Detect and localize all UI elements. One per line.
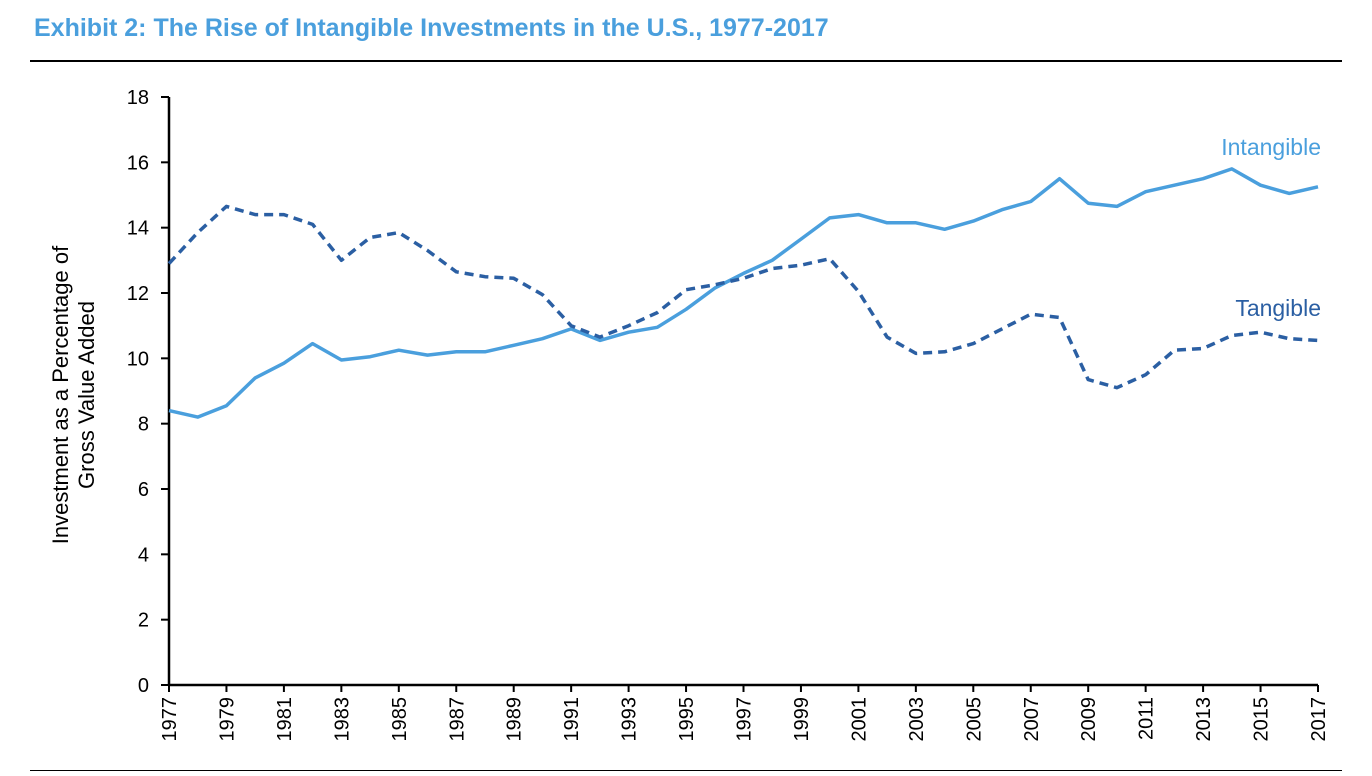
y-tick-label: 0 [138, 675, 149, 697]
x-tick-label: 1985 [389, 697, 411, 742]
x-tick-label: 1991 [561, 697, 583, 742]
x-tick-label: 2007 [1021, 697, 1043, 742]
x-tick-label: 2009 [1078, 697, 1100, 742]
title-divider [30, 60, 1342, 62]
x-tick-label: 1979 [216, 697, 238, 742]
y-axis: 0 2 4 6 8 10 12 14 16 18 [127, 87, 171, 697]
series-line-intangible [168, 167, 1319, 419]
y-tick-label: 16 [127, 152, 149, 174]
x-tick-label: 1995 [676, 697, 698, 742]
x-tick-label: 1989 [504, 697, 526, 742]
y-tick-label: 14 [127, 218, 149, 240]
x-tick-label: 2001 [848, 697, 870, 742]
x-tick-label: 2005 [963, 697, 985, 742]
page-title: Exhibit 2: The Rise of Intangible Invest… [34, 14, 829, 42]
y-tick-label: 2 [138, 610, 149, 632]
x-tick-label: 2011 [1136, 697, 1158, 740]
x-tick-label: 1983 [331, 697, 353, 742]
y-tick-label: 18 [127, 87, 149, 109]
x-tick-label: 2013 [1193, 697, 1215, 742]
series-label-tangible: Tangible [1235, 295, 1321, 321]
x-tick-label: 2015 [1251, 697, 1273, 742]
y-tick-label: 8 [138, 414, 149, 436]
y-tick-label: 10 [127, 348, 149, 370]
x-axis: 1977 1979 1981 1983 1985 1987 1989 1991 1993 1995… [159, 683, 1330, 742]
x-tick-label: 2003 [906, 697, 928, 742]
series-label-intangible: Intangible [1221, 134, 1321, 160]
y-tick-label: 4 [138, 544, 149, 566]
x-tick-label: 1987 [446, 697, 468, 742]
x-tick-label: 1981 [274, 697, 296, 742]
series-lines [167, 167, 1319, 419]
x-tick-label: 1999 [791, 697, 813, 742]
y-axis-title: Investment as a Percentage ofGross Value… [48, 245, 99, 544]
x-tick-label: 1997 [734, 697, 756, 742]
y-tick-label: 12 [127, 283, 149, 305]
x-tick-label: 1993 [619, 697, 641, 742]
x-tick-label: 2017 [1308, 697, 1330, 742]
series-line-tangible [167, 204, 1319, 390]
bottom-divider [30, 770, 1342, 771]
x-tick-label: 1977 [159, 697, 181, 742]
y-tick-label: 6 [138, 479, 149, 501]
